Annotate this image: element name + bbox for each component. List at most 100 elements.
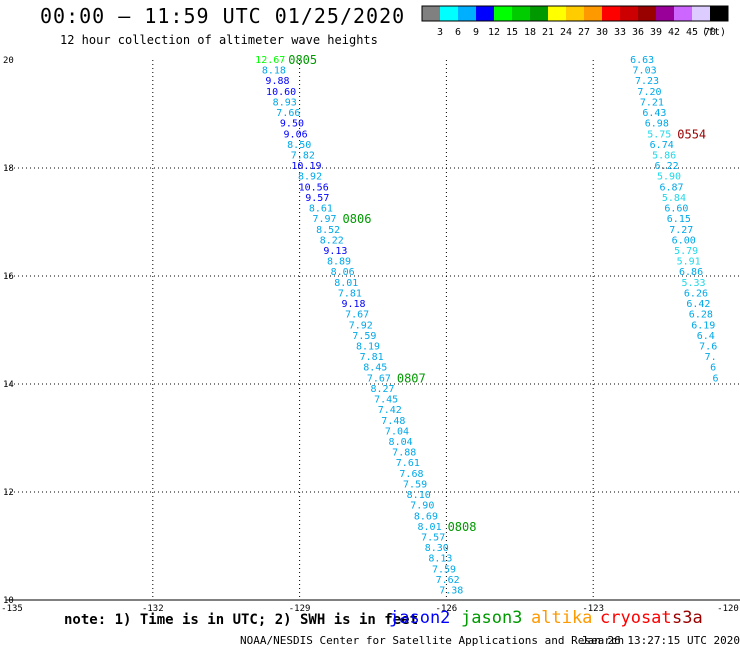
swh-value-label: 7.61 (396, 458, 420, 469)
map-plot-area: -135 -132 -129 -126 -123 -120 10 12 14 16 18 20 12.6… (1, 53, 740, 612)
swh-value-label: 8.69 (414, 511, 438, 522)
swh-value-label: 9.88 (265, 76, 289, 87)
track-time-label: 0554 (677, 127, 706, 141)
lon-tick-label: -132 (142, 604, 164, 612)
swh-value-label: 8.45 (363, 363, 387, 374)
swh-value-label: 8.30 (425, 543, 449, 554)
swh-value-label: 7.20 (637, 87, 661, 98)
swh-value-label: 7.81 (338, 288, 362, 299)
colorbar-tick-label: 27 (578, 27, 590, 38)
colorbar-swatch (458, 6, 476, 21)
swh-value-label: 8.52 (316, 225, 340, 236)
swh-value-label: 7.23 (635, 76, 659, 87)
colorbar-swatch (584, 6, 602, 21)
satellite-legend-altika: altika (531, 608, 593, 628)
lon-tick-label: -129 (289, 604, 311, 612)
swh-value-label: 6.60 (664, 204, 688, 215)
swh-value-label: 9.50 (280, 119, 304, 130)
colorbar-tick-label: 42 (668, 27, 680, 38)
swh-value-label: 7. (705, 352, 717, 363)
colorbar-swatch (494, 6, 512, 21)
track-east: 6.637.037.237.207.216.436.985.756.745.86… (630, 55, 718, 384)
swh-value-label: 8.01 (418, 522, 442, 533)
lon-tick-label: -120 (717, 604, 739, 612)
colorbar-swatch (602, 6, 620, 21)
map-subtitle: 12 hour collection of altimeter wave hei… (60, 33, 378, 47)
colorbar-swatch (710, 6, 728, 21)
colorbar-tick-label: 36 (632, 27, 644, 38)
swh-value-label: 7.59 (432, 564, 456, 575)
colorbar-swatch (548, 6, 566, 21)
swh-value-label: 10.60 (266, 87, 296, 98)
swh-value-label: 7.04 (385, 426, 409, 437)
lon-tick-label: -126 (436, 604, 458, 612)
swh-value-label: 5.90 (657, 172, 681, 183)
colorbar-swatch (530, 6, 548, 21)
swh-value-label: 7.27 (669, 225, 693, 236)
swh-value-label: 6.63 (630, 55, 654, 66)
lat-tick-label: 10 (3, 596, 14, 606)
swh-value-label: 5.33 (681, 278, 705, 289)
swh-value-label: 6.19 (691, 320, 715, 331)
swh-value-label: 6.87 (659, 182, 683, 193)
colorbar-swatch (638, 6, 656, 21)
swh-value-label: 8.13 (428, 554, 452, 565)
swh-value-label: 8.27 (370, 384, 394, 395)
footer-note: note: 1) Time is in UTC; 2) SWH is in fe… (64, 612, 419, 628)
swh-value-label: 8.19 (356, 341, 380, 352)
swh-value-label: 5.79 (674, 246, 698, 257)
lat-tick-label: 16 (3, 272, 14, 282)
swh-value-label: 7.38 (439, 586, 463, 597)
swh-value-label: 6.00 (672, 235, 696, 246)
lat-tick-label: 12 (3, 488, 14, 498)
swh-value-label: 8.89 (327, 257, 351, 268)
swh-value-label: 7.48 (381, 416, 405, 427)
swh-value-label: 7.67 (345, 310, 369, 321)
satellite-legend-s3a: s3a (672, 608, 703, 628)
swh-value-label: 7.62 (436, 575, 460, 586)
swh-value-label: 7.81 (360, 352, 384, 363)
swh-value-label: 6.86 (679, 267, 703, 278)
swh-value-label: 7.67 (367, 373, 391, 384)
swh-value-label: 6.28 (689, 310, 713, 321)
lat-tick-label: 18 (3, 164, 14, 174)
swh-value-label: 6.15 (667, 214, 691, 225)
swh-value-label: 7.68 (399, 469, 423, 480)
colorbar-tick-label: 6 (455, 27, 461, 38)
colorbar-unit-label: (ft) (702, 27, 726, 38)
swh-value-label: 8.92 (298, 172, 322, 183)
swh-value-label: 9.18 (341, 299, 365, 310)
colorbar-tick-label: 21 (542, 27, 554, 38)
swh-value-label: 5.75 (647, 129, 671, 140)
swh-value-label: 7.59 (403, 479, 427, 490)
track-time-label: 0805 (288, 53, 317, 67)
track-time-label: 0808 (448, 520, 477, 534)
swh-value-label: 6.26 (684, 288, 708, 299)
swh-value-label: 8.93 (273, 97, 297, 108)
swh-value-label: 7.92 (349, 320, 373, 331)
swh-value-label: 12.67 (255, 55, 285, 66)
swh-value-label: 5.91 (677, 257, 701, 268)
lon-tick-label: -135 (1, 604, 23, 612)
track-time-label: 0806 (343, 212, 372, 226)
colorbar-tick-label: 18 (524, 27, 536, 38)
swh-value-label: 6.43 (642, 108, 666, 119)
map-title: 00:00 – 11:59 UTC 01/25/2020 (40, 4, 406, 28)
colorbar-legend: 3 6 9 12 15 18 21 24 27 30 33 36 39 42 45 70(ft) (421, 5, 729, 38)
track-west: 12.678.189.8810.608.937.669.509.068.507.… (255, 53, 476, 597)
satellite-legend-jason2: jason2 (389, 608, 451, 628)
track-time-label: 0807 (397, 371, 426, 385)
colorbar-swatch (620, 6, 638, 21)
colorbar-tick-label: 33 (614, 27, 626, 38)
colorbar-tick-label: 15 (506, 27, 518, 38)
colorbar-tick-label: 39 (650, 27, 662, 38)
swh-value-label: 6.98 (645, 119, 669, 130)
swh-value-label: 8.04 (389, 437, 413, 448)
colorbar-swatch (674, 6, 692, 21)
swh-value-label: 5.84 (662, 193, 686, 204)
colorbar-swatch (656, 6, 674, 21)
swh-value-label: 5.86 (652, 150, 676, 161)
colorbar-tick-label: 30 (596, 27, 608, 38)
swh-value-label: 7.03 (633, 66, 657, 77)
colorbar-swatch (512, 6, 530, 21)
